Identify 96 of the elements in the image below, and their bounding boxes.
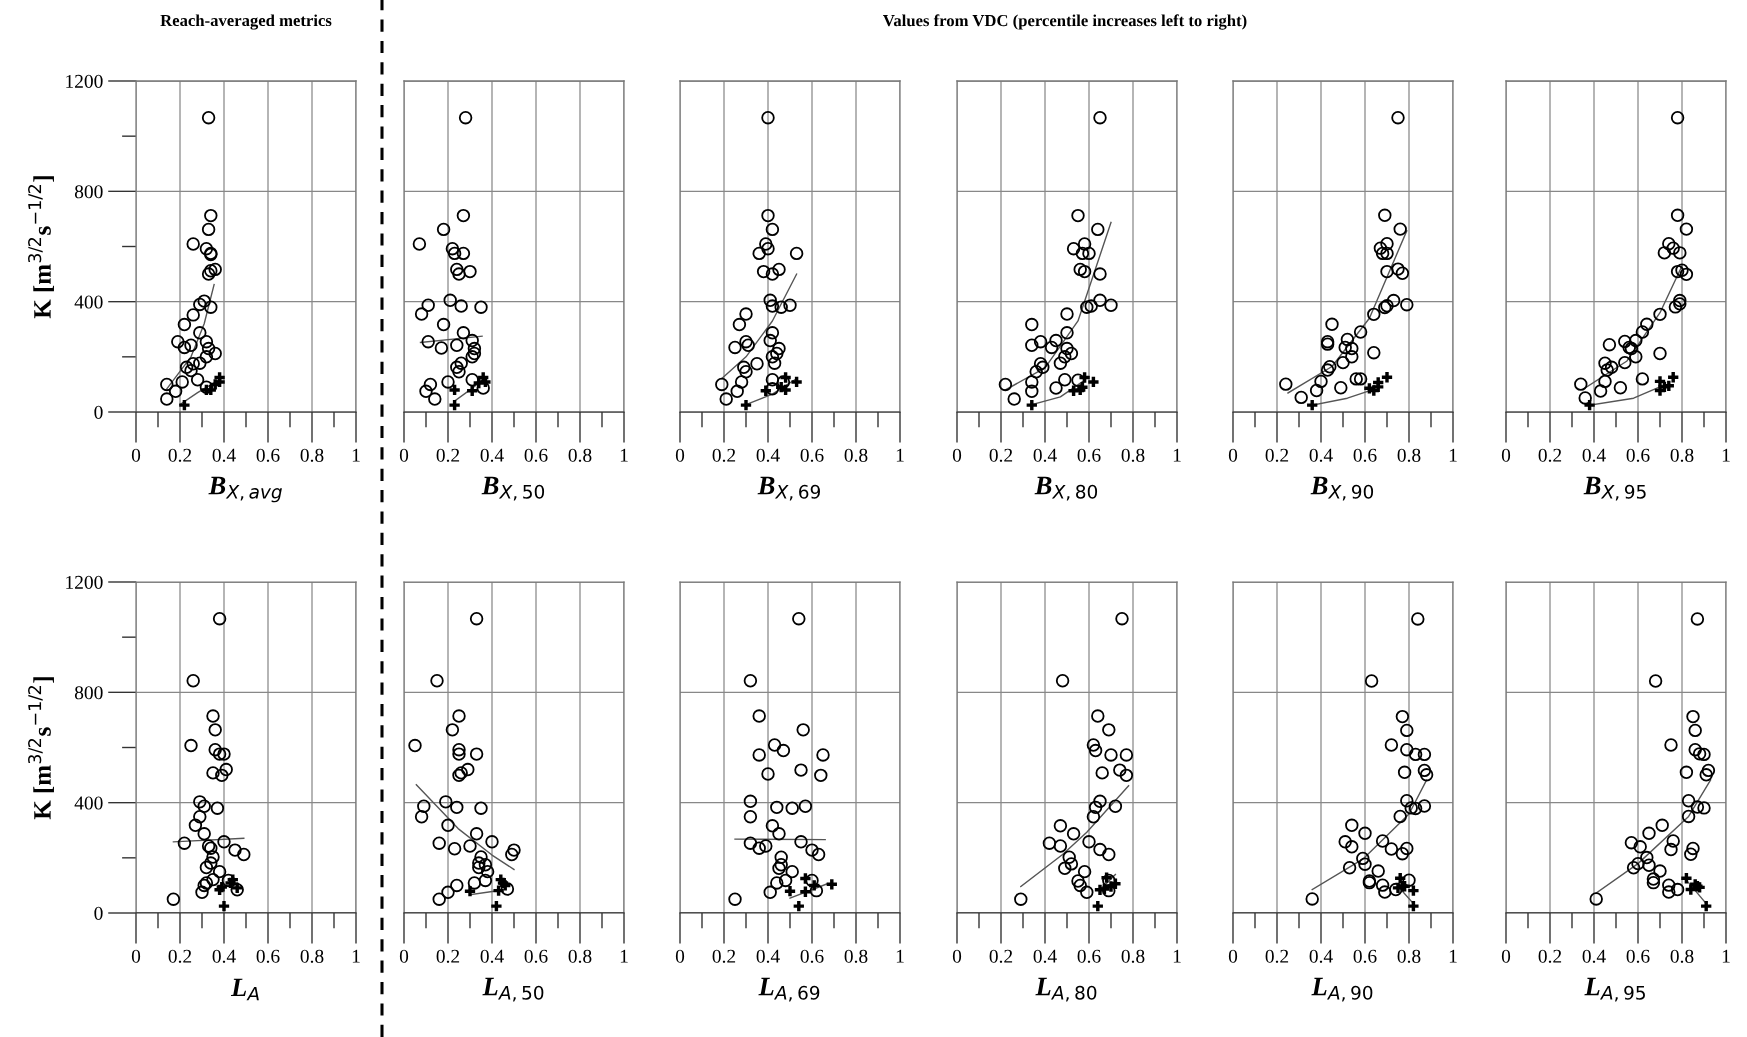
x-tick-label: 0.4 (480, 949, 504, 963)
x-axis-title: B$_{X,avg}$ (208, 476, 282, 503)
x-tick-label: 1 (352, 949, 360, 963)
x-tick-label: 0.6 (800, 448, 824, 462)
x-tick-label: 1 (1449, 448, 1457, 462)
y-tick-label: 800 (74, 185, 103, 199)
x-tick-label: 0.4 (1309, 448, 1333, 462)
x-axis-title: B$_{X,69}$ (757, 476, 820, 501)
x-tick-label: 0.4 (1582, 448, 1606, 462)
x-tick-label: 0.6 (1353, 448, 1377, 462)
x-tick-label: 0.8 (300, 448, 324, 462)
x-tick-label: 0.6 (1077, 949, 1101, 963)
x-tick-label: 1 (620, 949, 628, 963)
x-axis-title: L$_{A,95}$ (1584, 977, 1645, 1002)
x-tick-label: 1 (1173, 949, 1181, 963)
x-axis-title: B$_{X,95}$ (1583, 476, 1646, 501)
x-tick-label: 0 (952, 949, 962, 963)
x-tick-label: 0.6 (1626, 448, 1650, 462)
x-tick-label: 0.8 (1397, 448, 1421, 462)
x-tick-label: 0 (399, 949, 409, 963)
x-tick-label: 0.2 (1538, 949, 1562, 963)
x-tick-label: 0.4 (1033, 949, 1057, 963)
x-tick-label: 0 (675, 949, 685, 963)
x-tick-label: 0 (1501, 949, 1511, 963)
x-tick-label: 0.8 (1121, 448, 1145, 462)
x-tick-label: 0 (1228, 448, 1238, 462)
x-tick-label: 0.2 (989, 949, 1013, 963)
x-tick-label: 0.2 (436, 949, 460, 963)
x-tick-label: 0.8 (1670, 448, 1694, 462)
x-tick-label: 0.2 (712, 949, 736, 963)
x-axis-title: L$_{A,80}$ (1035, 977, 1097, 1002)
x-tick-label: 0.4 (480, 448, 504, 462)
x-tick-label: 0.6 (800, 949, 824, 963)
x-tick-label: 0.2 (1538, 448, 1562, 462)
x-tick-label: 0.6 (1626, 949, 1650, 963)
x-tick-label: 1 (896, 448, 904, 462)
x-axis-title: L$_{A,69}$ (758, 977, 820, 1002)
x-tick-label: 1 (620, 448, 628, 462)
x-tick-label: 0.6 (256, 949, 280, 963)
x-tick-label: 0.6 (524, 949, 548, 963)
text: Reach-averaged metrics (160, 14, 332, 30)
x-tick-label: 0.4 (1309, 949, 1333, 963)
x-tick-label: 1 (1449, 949, 1457, 963)
x-tick-label: 0 (131, 448, 141, 462)
x-tick-label: 0.8 (1121, 949, 1145, 963)
x-axis-title: B$_{X,50}$ (481, 476, 545, 501)
x-tick-label: 0.4 (1582, 949, 1606, 963)
x-tick-label: 0.8 (568, 949, 592, 963)
x-tick-label: 0.2 (1265, 448, 1289, 462)
y-tick-label: 400 (74, 295, 103, 309)
x-tick-label: 1 (1173, 448, 1181, 462)
x-tick-label: 0.4 (756, 448, 780, 462)
x-tick-label: 1 (896, 949, 904, 963)
x-tick-label: 0 (1501, 448, 1511, 462)
x-tick-label: 0.6 (256, 448, 280, 462)
y-axis-title: K [m$^{3/2}$s$^{−1/2}$] (28, 176, 54, 319)
x-tick-label: 0.8 (1397, 949, 1421, 963)
x-tick-label: 0.2 (168, 949, 192, 963)
x-axis-title: B$_{X,80}$ (1034, 476, 1098, 501)
x-tick-label: 0.4 (756, 949, 780, 963)
x-tick-label: 0 (131, 949, 141, 963)
x-axis-title: L$_{A,90}$ (1311, 977, 1373, 1002)
y-tick-label: 800 (74, 686, 103, 700)
y-tick-label: 0 (94, 906, 103, 920)
x-tick-label: 1 (1722, 949, 1730, 963)
x-tick-label: 0.2 (989, 448, 1013, 462)
x-tick-label: 0.2 (712, 448, 736, 462)
y-axis-title: K [m$^{3/2}$s$^{−1/2}$] (28, 677, 54, 820)
y-tick-label: 1200 (66, 575, 103, 589)
x-tick-label: 0.8 (1670, 949, 1694, 963)
x-tick-label: 0.2 (1265, 949, 1289, 963)
x-tick-label: 0.4 (212, 448, 236, 462)
x-tick-label: 0.8 (844, 448, 868, 462)
y-tick-label: 1200 (66, 74, 103, 88)
x-tick-label: 0.2 (168, 448, 192, 462)
x-tick-label: 0.4 (212, 949, 236, 963)
x-axis-title: L$_{A}$ (230, 978, 259, 1001)
x-axis-title: B$_{X,90}$ (1310, 476, 1374, 501)
x-tick-label: 0.4 (1033, 448, 1057, 462)
x-tick-label: 0 (1228, 949, 1238, 963)
x-tick-label: 1 (352, 448, 360, 462)
x-tick-label: 1 (1722, 448, 1730, 462)
x-tick-label: 0.8 (568, 448, 592, 462)
x-tick-label: 0.6 (1353, 949, 1377, 963)
x-tick-label: 0 (399, 448, 409, 462)
x-tick-label: 0 (952, 448, 962, 462)
x-tick-label: 0.2 (436, 448, 460, 462)
text: Values from VDC (percentile increases left to right) (883, 14, 1247, 30)
x-axis-title: L$_{A,50}$ (482, 977, 544, 1002)
x-tick-label: 0.6 (524, 448, 548, 462)
x-tick-label: 0 (675, 448, 685, 462)
x-tick-label: 0.6 (1077, 448, 1101, 462)
x-tick-label: 0.8 (844, 949, 868, 963)
y-tick-label: 0 (94, 405, 103, 419)
x-tick-label: 0.8 (300, 949, 324, 963)
y-tick-label: 400 (74, 796, 103, 810)
